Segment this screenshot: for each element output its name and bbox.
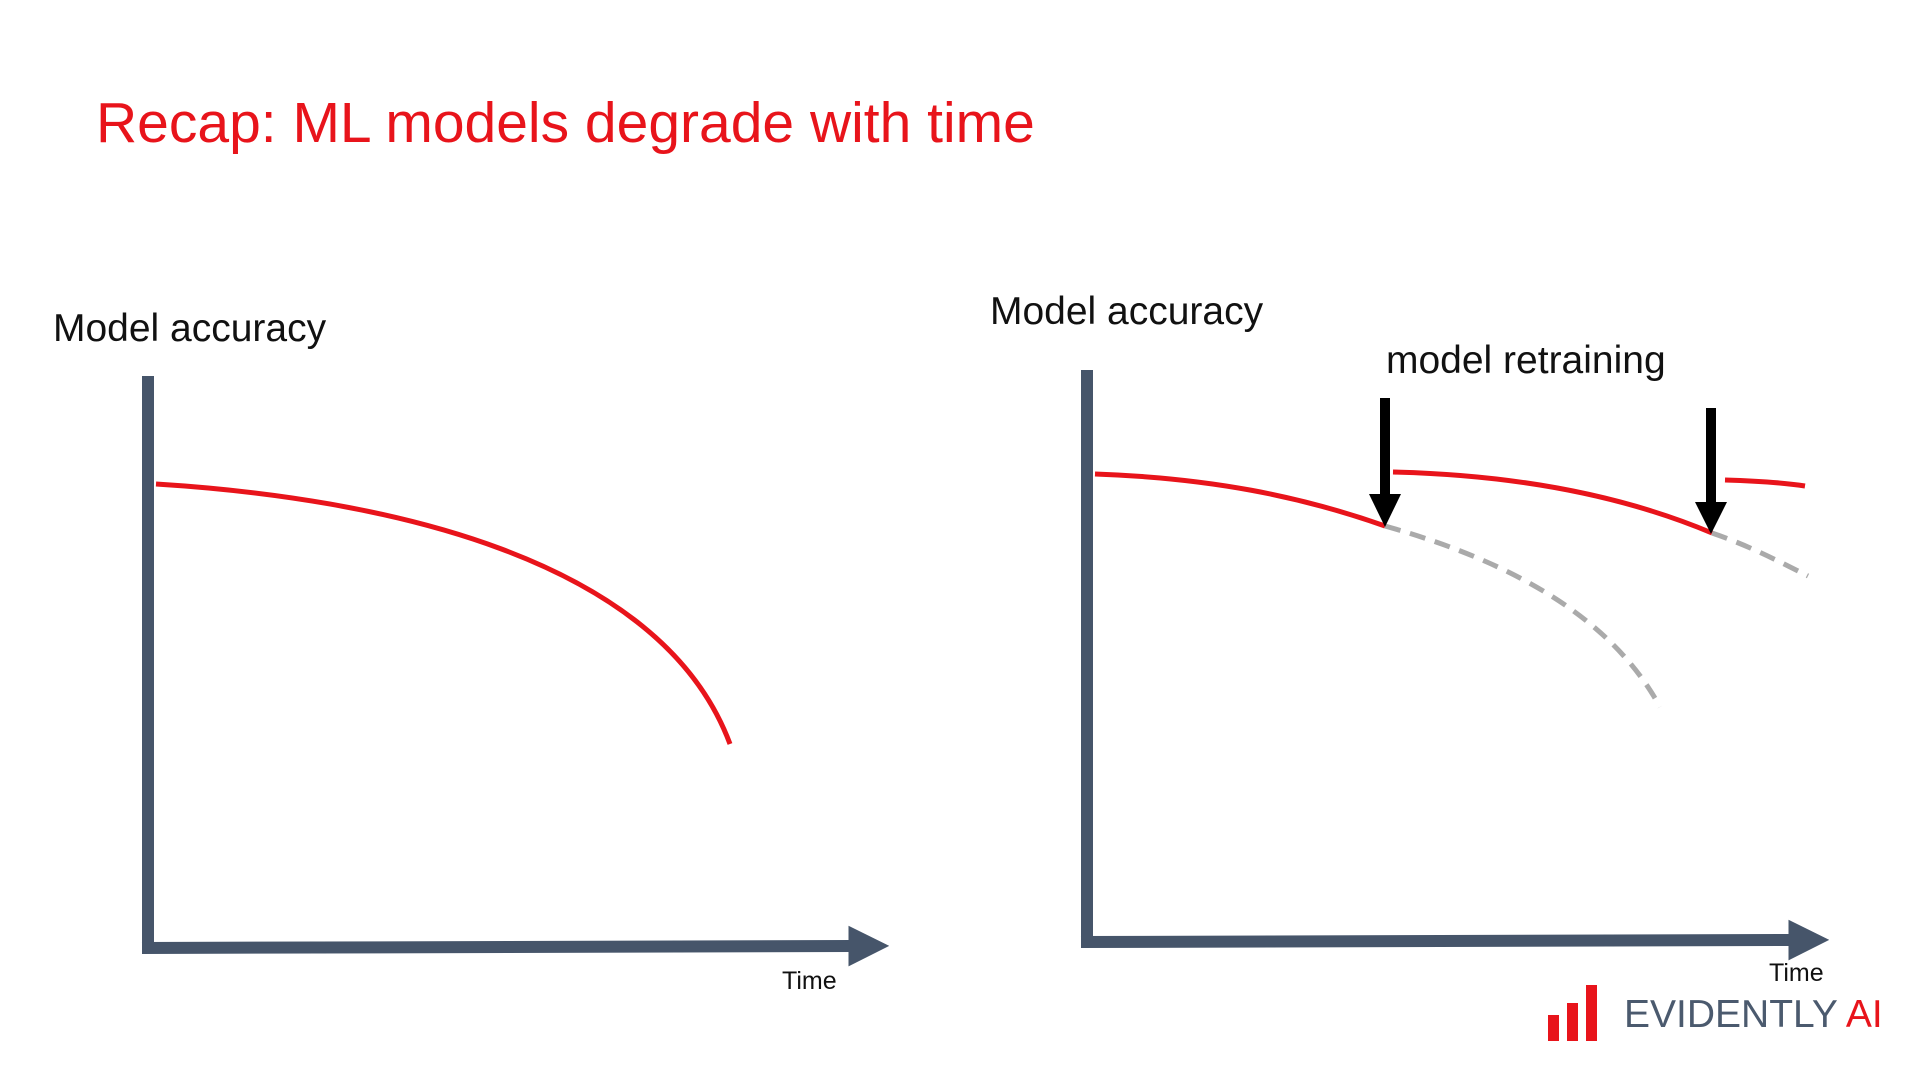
retraining-arrow-1 [1369,398,1401,527]
evidently-logo: EVIDENTLY AI [1548,985,1883,1041]
accuracy-segment-2 [1392,469,1713,536]
slide-title: Recap: ML models degrade with time [96,91,1035,155]
left-chart-xlabel: Time [782,967,837,995]
logo-text: EVIDENTLY AI [1624,993,1883,1037]
retraining-annotation: model retraining [1386,339,1666,382]
left-accuracy-curve [155,481,733,745]
right-chart-ylabel: Model accuracy [990,290,1264,333]
logo-bars-icon [1548,985,1597,1041]
left-chart-ylabel: Model accuracy [53,307,327,350]
left-x-axis [141,925,890,967]
logo-suffix: AI [1845,993,1883,1036]
right-x-axis [1080,919,1830,961]
right-chart [1080,370,1830,961]
accuracy-segment-1 [1094,471,1386,529]
logo-name: EVIDENTLY [1624,993,1838,1036]
projected-curve-2 [1711,530,1810,579]
left-chart [141,376,890,967]
right-chart-xlabel: Time [1769,959,1824,987]
projected-curve-1 [1384,523,1663,709]
accuracy-segment-3 [1724,477,1806,489]
retraining-arrow-2 [1695,408,1727,534]
